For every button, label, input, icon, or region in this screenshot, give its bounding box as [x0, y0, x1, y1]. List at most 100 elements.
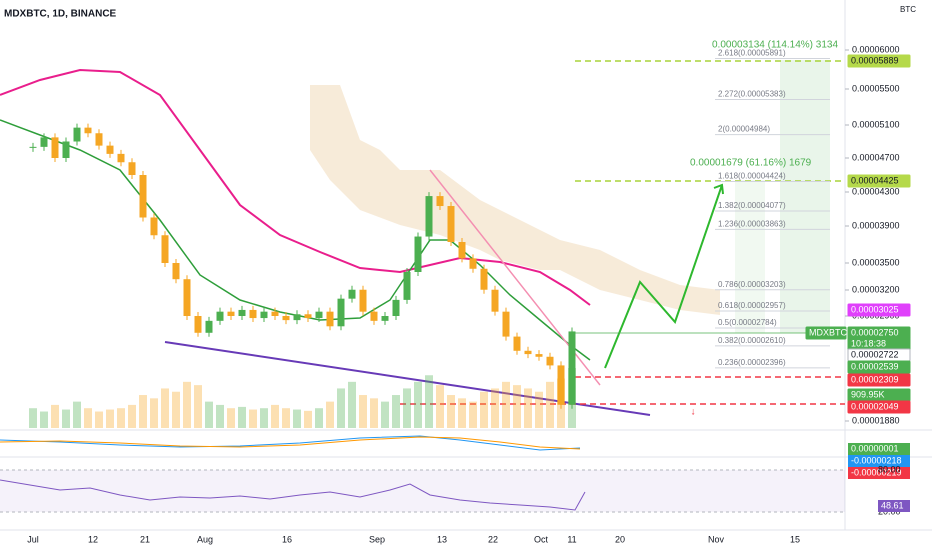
y-tick-label: 0.00003200: [852, 284, 900, 294]
candle-body: [469, 258, 477, 269]
candle-body: [62, 141, 70, 158]
candle-body: [480, 268, 488, 290]
candle-body: [205, 320, 213, 333]
currency: BTC: [900, 5, 916, 14]
candle-body: [260, 311, 268, 319]
candle-body: [227, 311, 235, 316]
candle-body: [326, 311, 334, 327]
candle-body: [447, 206, 455, 243]
candle-body: [271, 311, 279, 316]
candle-body: [315, 311, 323, 319]
candle-body: [414, 236, 422, 272]
price-badge-label: 0.00002049: [851, 401, 899, 411]
candle-body: [370, 311, 378, 321]
price-badge-label: 0.00005889: [851, 55, 899, 65]
rsi-badge: [878, 500, 910, 512]
x-tick-label: 13: [437, 534, 447, 544]
volume-bar: [502, 381, 510, 428]
fib-label: 2(0.00004984): [718, 125, 770, 134]
macd-badge: [848, 455, 910, 467]
volume-bar: [139, 395, 147, 428]
candle-body: [403, 272, 411, 300]
price-badge-label: 0.00002309: [851, 374, 899, 384]
volume-bar: [216, 404, 224, 428]
ichimoku-cloud: [310, 85, 720, 315]
candle-body: [73, 127, 81, 142]
y-tick-label: 0.00005100: [852, 119, 900, 129]
candle-body: [502, 311, 510, 337]
price-badge: [847, 303, 911, 317]
price-badge-label: 0.00002539: [851, 361, 899, 371]
volume-bar: [128, 404, 136, 428]
x-tick-label: 12: [88, 534, 98, 544]
macd-badge-label: -0.00000219: [851, 467, 902, 477]
fib-label: 0.236(0.00002396): [718, 358, 786, 367]
volume-bar: [271, 404, 279, 428]
x-tick-label: 22: [488, 534, 498, 544]
price-badge-label: 909.95K: [851, 389, 885, 399]
volume-bar: [447, 395, 455, 428]
macd-badge: [848, 467, 910, 479]
candle-body: [381, 316, 389, 321]
volume-bar: [381, 401, 389, 428]
price-badge: [847, 54, 911, 68]
candle-body: [392, 299, 400, 316]
candle-body: [425, 196, 433, 237]
price-badge: [847, 174, 911, 188]
volume-bar: [337, 388, 345, 428]
fib-label: 2.618(0.00005891): [718, 49, 786, 58]
down-arrow: ↓: [691, 407, 696, 418]
volume-bar: [227, 408, 235, 428]
candle-body: [513, 336, 521, 351]
volume-bar: [546, 381, 554, 428]
volume-bar: [194, 385, 202, 428]
y-tick-label: 0.00003900: [852, 220, 900, 230]
fib-label: 1.382(0.00004077): [718, 201, 786, 210]
x-tick-label: 20: [615, 534, 625, 544]
candle-body: [84, 127, 92, 134]
fib-label: 0.618(0.00002957): [718, 301, 786, 310]
x-tick-label: Jul: [27, 534, 39, 544]
candle-body: [546, 356, 554, 366]
y-tick-label: 0.00005500: [852, 83, 900, 93]
projection-arrow: [713, 183, 724, 195]
candle-body: [29, 146, 37, 148]
candle-body: [535, 354, 543, 357]
price-badge-label: 10:18:38: [851, 338, 886, 348]
candle-body: [359, 289, 367, 312]
projection-path: [604, 184, 723, 369]
candle-body: [216, 311, 224, 321]
fib-label: 1.236(0.00003863): [718, 220, 786, 229]
volume-bar: [150, 398, 158, 428]
price-badge-label: 0.00002750: [851, 327, 899, 337]
fib-label: 0.786(0.00003203): [718, 280, 786, 289]
y-tick-label: 0.00004700: [852, 152, 900, 162]
x-tick-label: Aug: [197, 534, 213, 544]
price-badge-label: MDXBTC: [809, 327, 848, 337]
volume-bar: [293, 409, 301, 428]
candle-body: [172, 263, 180, 280]
macd-line: [0, 435, 581, 451]
volume-bar: [205, 401, 213, 428]
candle-body: [238, 309, 246, 316]
price-badge-label: 0.00002722: [851, 349, 899, 359]
volume-bar: [161, 388, 169, 428]
volume-bar: [458, 398, 466, 428]
x-tick-label: 16: [282, 534, 292, 544]
volume-bar: [62, 409, 70, 428]
y-tick-label: 0.00001880: [852, 415, 900, 425]
volume-bar: [513, 385, 521, 428]
rsi-badge-label: 48.61: [881, 500, 904, 510]
measure-box: [780, 60, 830, 333]
measure-box: [735, 180, 765, 333]
volume-bar: [370, 398, 378, 428]
x-tick-label: Oct: [534, 534, 549, 544]
macd-badge-label: -0.00000218: [851, 455, 902, 465]
y-tick-label: 0.00003500: [852, 257, 900, 267]
fib-label: 2.272(0.00005383): [718, 90, 786, 99]
candle-body: [106, 145, 114, 154]
x-tick-label: 21: [140, 534, 150, 544]
y-tick-label: 0.00006000: [852, 44, 900, 54]
price-badge-label: 0.00003025: [851, 304, 899, 314]
